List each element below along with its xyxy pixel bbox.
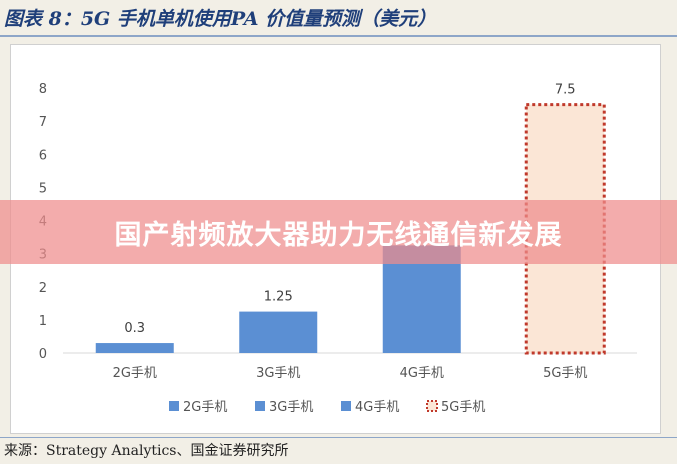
data-label: 7.5 — [555, 83, 576, 98]
y-tick-label: 1 — [39, 314, 47, 329]
y-tick-label: 0 — [39, 347, 47, 362]
source-note: 来源：Strategy Analytics、国金证券研究所 — [4, 443, 289, 459]
legend-swatch — [169, 401, 179, 411]
y-tick-label: 7 — [39, 115, 47, 130]
legend-swatch — [255, 401, 265, 411]
figure-title: 图表 8：5G 手机单机使用PA 价值量预测（美元） — [4, 8, 437, 30]
data-label: 1.25 — [264, 290, 293, 305]
y-tick-label: 5 — [39, 181, 47, 196]
y-tick-label: 6 — [39, 148, 47, 163]
legend-label: 4G手机 — [355, 400, 399, 415]
legend-label: 3G手机 — [269, 400, 313, 415]
source-divider — [0, 437, 677, 438]
x-tick-label: 3G手机 — [256, 366, 300, 381]
legend-label: 2G手机 — [183, 400, 227, 415]
y-tick-label: 8 — [39, 82, 47, 97]
x-tick-label: 5G手机 — [543, 366, 587, 381]
x-tick-label: 2G手机 — [113, 366, 157, 381]
bar-2g — [95, 343, 174, 353]
title-divider — [0, 35, 677, 37]
legend-swatch-forecast — [426, 400, 438, 412]
y-tick-label: 2 — [39, 281, 47, 296]
overlay-banner: 国产射频放大器助力无线通信新发展 — [0, 200, 677, 264]
bar-3g — [239, 311, 318, 353]
legend-swatch — [341, 401, 351, 411]
legend-label: 5G手机 — [441, 400, 485, 415]
banner-text: 国产射频放大器助力无线通信新发展 — [114, 219, 563, 251]
data-label: 0.3 — [124, 321, 145, 336]
x-tick-label: 4G手机 — [400, 366, 444, 381]
